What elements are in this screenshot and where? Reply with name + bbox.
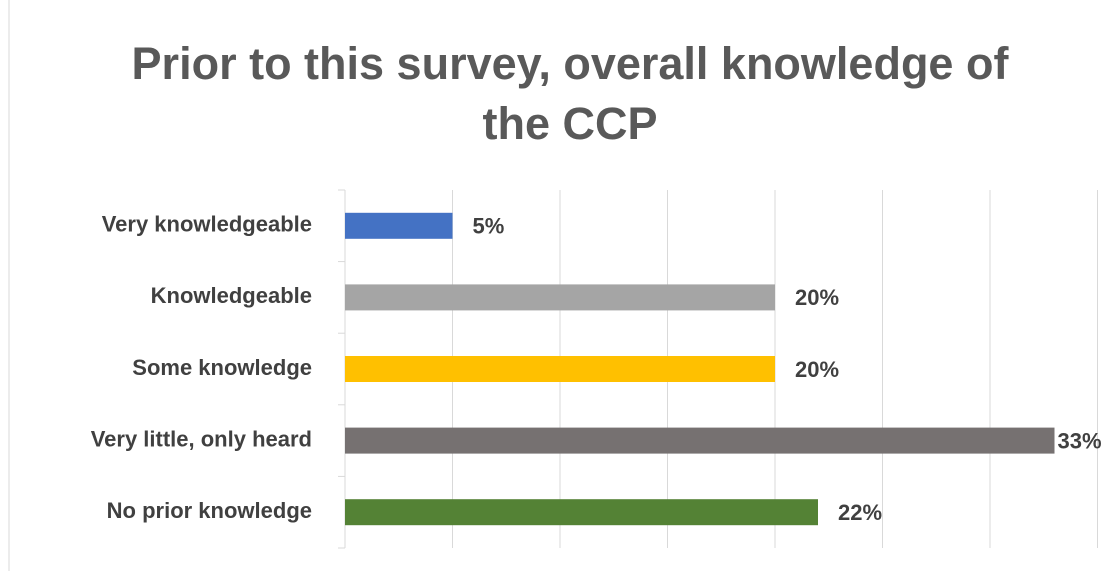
y-tick-label: Very little, only heard [91,426,312,451]
data-label: 5% [473,214,505,239]
bar [345,212,453,239]
data-label: 22% [838,500,882,525]
bar [345,284,775,311]
chart-title: Prior to this survey, overall knowledge … [131,38,1009,149]
data-label: 20% [795,285,839,310]
data-label: 20% [795,357,839,382]
bar [345,499,818,526]
y-tick-label: No prior knowledge [107,498,312,523]
y-tick-label: Knowledgeable [151,283,312,308]
y-tick-label: Some knowledge [132,355,312,380]
bar [345,356,775,382]
data-label: 33% [1058,428,1102,453]
bar [345,427,1055,454]
y-tick-label: Very knowledgeable [102,212,312,237]
